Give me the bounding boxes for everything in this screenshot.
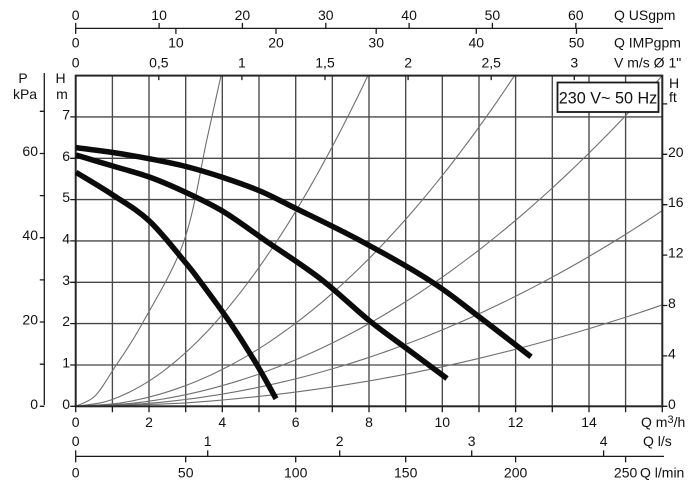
svg-text:50: 50 (485, 7, 501, 23)
svg-text:8: 8 (668, 295, 676, 311)
svg-text:0,5: 0,5 (149, 55, 169, 71)
svg-text:0: 0 (72, 414, 80, 430)
svg-text:6: 6 (62, 148, 70, 164)
svg-text:4: 4 (62, 230, 70, 246)
svg-text:1: 1 (62, 355, 70, 371)
svg-text:4: 4 (668, 345, 676, 361)
svg-text:50: 50 (178, 465, 194, 481)
svg-text:40: 40 (22, 227, 38, 243)
svg-text:1: 1 (204, 433, 212, 449)
svg-text:230 V~ 50 Hz: 230 V~ 50 Hz (559, 90, 658, 108)
svg-text:30: 30 (368, 35, 384, 51)
svg-text:P: P (18, 70, 27, 86)
svg-text:150: 150 (394, 465, 418, 481)
svg-text:50: 50 (569, 35, 585, 51)
svg-text:0: 0 (72, 35, 80, 51)
svg-text:0: 0 (72, 433, 80, 449)
svg-text:20: 20 (268, 35, 284, 51)
svg-text:ft: ft (669, 89, 677, 105)
svg-text:250: 250 (614, 465, 638, 481)
svg-text:10: 10 (435, 414, 451, 430)
svg-text:30: 30 (318, 7, 334, 23)
svg-text:20: 20 (235, 7, 251, 23)
svg-text:V m/s Ø 1": V m/s Ø 1" (614, 55, 681, 71)
svg-text:0: 0 (30, 396, 38, 412)
svg-text:H: H (55, 70, 65, 86)
svg-text:14: 14 (581, 414, 597, 430)
svg-text:0: 0 (62, 396, 70, 412)
svg-text:20: 20 (668, 144, 684, 160)
svg-text:4: 4 (600, 433, 608, 449)
svg-text:0: 0 (72, 55, 80, 71)
svg-text:2: 2 (404, 55, 412, 71)
svg-text:7: 7 (62, 106, 70, 122)
svg-text:10: 10 (151, 7, 167, 23)
svg-text:Q IMPgpm: Q IMPgpm (614, 35, 681, 51)
svg-text:40: 40 (401, 7, 417, 23)
svg-text:4: 4 (218, 414, 226, 430)
svg-text:2: 2 (62, 313, 70, 329)
svg-text:0: 0 (72, 7, 80, 23)
svg-text:12: 12 (508, 414, 524, 430)
svg-text:60: 60 (22, 143, 38, 159)
svg-text:1: 1 (238, 55, 246, 71)
svg-text:3: 3 (468, 433, 476, 449)
svg-text:3: 3 (62, 272, 70, 288)
svg-text:0: 0 (72, 465, 80, 481)
svg-text:Q USgpm: Q USgpm (614, 7, 675, 23)
svg-text:60: 60 (568, 7, 584, 23)
svg-text:6: 6 (292, 414, 300, 430)
svg-text:3: 3 (570, 55, 578, 71)
svg-text:100: 100 (284, 465, 308, 481)
svg-text:10: 10 (168, 35, 184, 51)
svg-text:Q l/min: Q l/min (640, 465, 684, 481)
svg-text:Q m3/h: Q m3/h (641, 414, 685, 430)
svg-text:2,5: 2,5 (481, 55, 501, 71)
svg-text:200: 200 (504, 465, 528, 481)
svg-text:8: 8 (365, 414, 373, 430)
svg-text:16: 16 (668, 194, 684, 210)
svg-text:40: 40 (469, 35, 485, 51)
svg-text:1,5: 1,5 (315, 55, 335, 71)
svg-text:12: 12 (668, 245, 684, 261)
svg-text:m: m (56, 86, 68, 102)
svg-text:0: 0 (668, 396, 676, 412)
svg-text:H: H (669, 75, 679, 91)
svg-text:5: 5 (62, 189, 70, 205)
svg-text:Q l/s: Q l/s (643, 433, 672, 449)
svg-text:kPa: kPa (13, 86, 37, 102)
svg-text:20: 20 (22, 312, 38, 328)
svg-text:2: 2 (336, 433, 344, 449)
svg-text:2: 2 (145, 414, 153, 430)
